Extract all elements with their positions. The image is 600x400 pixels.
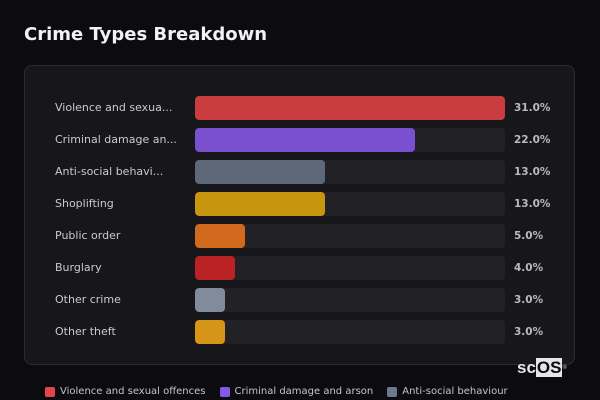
- bar[interactable]: [195, 96, 505, 120]
- watermark-prefix: sc: [517, 358, 536, 377]
- bar-track: [195, 256, 505, 280]
- chart-legend: Violence and sexual offences Criminal da…: [45, 386, 508, 397]
- bar[interactable]: [195, 128, 415, 152]
- bar-value: 13.0%: [514, 166, 551, 178]
- bar-track: [195, 288, 505, 312]
- bar[interactable]: [195, 320, 225, 344]
- bar-value: 3.0%: [514, 294, 544, 306]
- bar[interactable]: [195, 288, 225, 312]
- legend-item[interactable]: Violence and sexual offences: [45, 386, 206, 397]
- bar-track: [195, 224, 505, 248]
- bar-label: Burglary: [55, 261, 102, 274]
- bar-value: 5.0%: [514, 230, 544, 242]
- legend-label: Criminal damage and arson: [234, 386, 374, 397]
- bar-row: Anti-social behavi... 13.0%: [25, 160, 574, 184]
- bar-value: 22.0%: [514, 134, 551, 146]
- legend-label: Anti-social behaviour: [402, 386, 508, 397]
- legend-swatch-icon: [387, 386, 398, 397]
- bar-row: Violence and sexua... 31.0%: [25, 96, 574, 120]
- bar-value: 3.0%: [514, 326, 544, 338]
- bar-label: Violence and sexua...: [55, 101, 173, 114]
- bar-track: [195, 160, 505, 184]
- bar-label: Other crime: [55, 293, 121, 306]
- bar-row: Other theft 3.0%: [25, 320, 574, 344]
- watermark-boxed: OS: [535, 358, 563, 377]
- scos-watermark: scOS®: [517, 358, 567, 377]
- bar-row: Public order 5.0%: [25, 224, 574, 248]
- bar[interactable]: [195, 160, 325, 184]
- bar-track: [195, 96, 505, 120]
- bar-track: [195, 128, 505, 152]
- page-title: Crime Types Breakdown: [24, 24, 268, 45]
- bar-label: Criminal damage an...: [55, 133, 177, 146]
- bar-label: Other theft: [55, 325, 116, 338]
- bar[interactable]: [195, 224, 245, 248]
- registered-mark: ®: [562, 365, 567, 371]
- bar-label: Shoplifting: [55, 197, 114, 210]
- legend-swatch-icon: [45, 386, 55, 397]
- bar[interactable]: [195, 192, 325, 216]
- bar[interactable]: [195, 256, 235, 280]
- bar-value: 4.0%: [514, 262, 544, 274]
- bar-track: [195, 320, 505, 344]
- bar-row: Shoplifting 13.0%: [25, 192, 574, 216]
- bar-track: [195, 192, 505, 216]
- legend-label: Violence and sexual offences: [60, 386, 206, 397]
- bar-row: Burglary 4.0%: [25, 256, 574, 280]
- bar-row: Criminal damage an... 22.0%: [25, 128, 574, 152]
- bar-row: Other crime 3.0%: [25, 288, 574, 312]
- bar-value: 13.0%: [514, 198, 551, 210]
- bar-label: Anti-social behavi...: [55, 165, 164, 178]
- legend-item[interactable]: Criminal damage and arson: [219, 386, 374, 397]
- bar-value: 31.0%: [514, 102, 551, 114]
- chart-card: Violence and sexua... 31.0% Criminal dam…: [24, 65, 575, 365]
- legend-item[interactable]: Anti-social behaviour: [387, 386, 508, 397]
- legend-swatch-icon: [219, 386, 230, 397]
- bar-label: Public order: [55, 229, 121, 242]
